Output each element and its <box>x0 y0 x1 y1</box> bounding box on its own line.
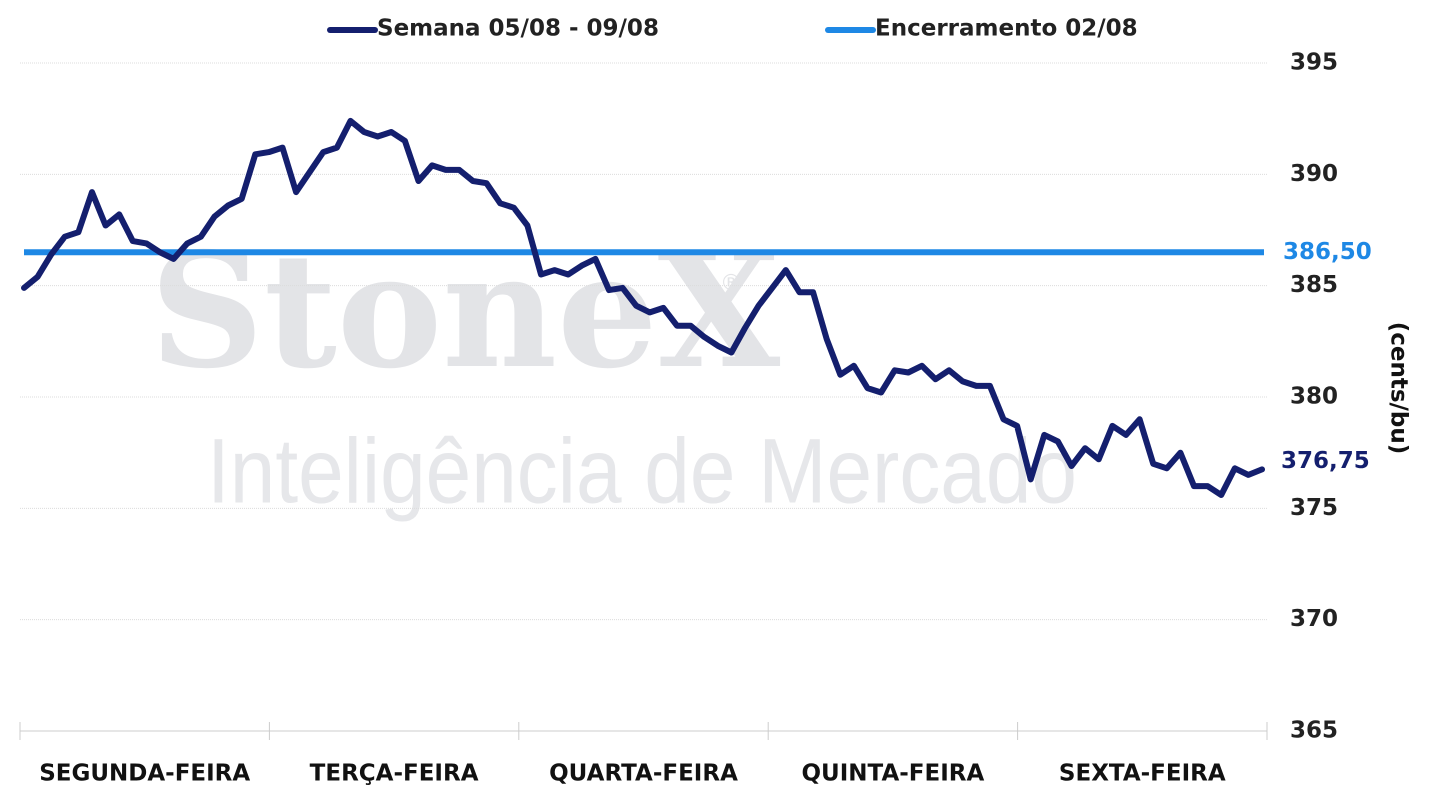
legend-label: Encerramento 02/08 <box>875 16 1138 42</box>
y-tick-label: 385 <box>1290 272 1338 298</box>
y-tick-label: 370 <box>1290 606 1338 632</box>
watermark-brand: StoneX <box>150 219 781 404</box>
y-tick-label: 395 <box>1290 50 1338 76</box>
end-label: 376,75 <box>1281 448 1370 474</box>
y-tick-label: 365 <box>1290 718 1338 744</box>
x-tick-label: QUINTA-FEIRA <box>802 761 985 787</box>
y-tick-label: 375 <box>1290 495 1338 521</box>
y-tick-label: 390 <box>1290 161 1338 187</box>
price-line <box>21 117 1265 498</box>
reference-label: 386,50 <box>1283 239 1372 265</box>
x-tick-label: SEXTA-FEIRA <box>1059 761 1226 787</box>
x-tick-label: TERÇA-FEIRA <box>310 761 479 787</box>
watermark-mark: ® <box>720 271 742 296</box>
legend-label: Semana 05/08 - 09/08 <box>377 16 659 42</box>
y-axis-label: (cents/bu) <box>1386 322 1412 455</box>
x-tick-label: SEGUNDA-FEIRA <box>39 761 250 787</box>
x-tick-label: QUARTA-FEIRA <box>549 761 738 787</box>
y-tick-label: 380 <box>1290 384 1338 410</box>
watermark-tagline: Inteligência de Mercado <box>207 420 1077 522</box>
